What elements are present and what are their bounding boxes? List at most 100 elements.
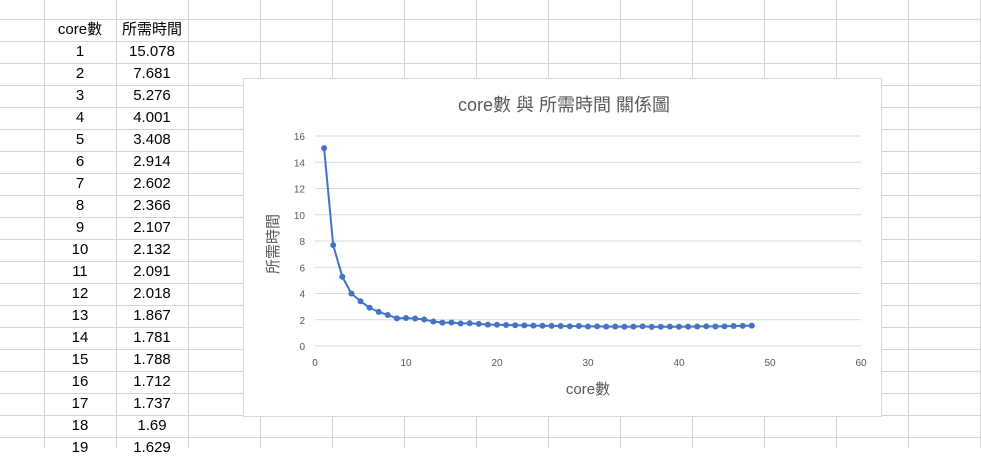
data-point[interactable] xyxy=(403,315,409,322)
cell-time[interactable]: 1.867 xyxy=(133,307,171,324)
cell-core-count[interactable]: 2 xyxy=(75,65,85,82)
header-cell-core-count[interactable]: core數 xyxy=(57,21,103,38)
data-point[interactable] xyxy=(521,322,528,329)
cell-core-count[interactable]: 5 xyxy=(75,131,85,148)
cell-core-count[interactable]: 10 xyxy=(71,241,89,258)
data-point[interactable] xyxy=(366,304,373,311)
cell-time[interactable]: 2.018 xyxy=(133,285,171,302)
data-point[interactable] xyxy=(703,323,710,330)
cell-core-count[interactable]: 13 xyxy=(71,307,89,324)
cell-core-count[interactable]: 7 xyxy=(75,175,85,192)
cell-core-count[interactable]: 4 xyxy=(75,109,85,126)
data-point[interactable] xyxy=(685,323,692,330)
data-point[interactable] xyxy=(466,320,473,327)
data-point[interactable] xyxy=(339,273,346,280)
data-point[interactable] xyxy=(603,323,610,330)
cell-time[interactable]: 1.712 xyxy=(133,373,171,390)
cell-time[interactable]: 1.781 xyxy=(133,329,171,346)
y-tick-label: 8 xyxy=(299,237,305,248)
data-point[interactable] xyxy=(666,323,673,330)
data-point[interactable] xyxy=(639,323,646,330)
cell-time[interactable]: 1.629 xyxy=(133,439,171,456)
data-point[interactable] xyxy=(630,323,637,330)
data-point[interactable] xyxy=(585,323,591,330)
cell-core-count[interactable]: 14 xyxy=(71,329,89,346)
x-axis-label: core數 xyxy=(566,381,610,398)
header-cell-time[interactable]: 所需時間 xyxy=(121,21,182,38)
cell-core-count[interactable]: 11 xyxy=(72,263,88,280)
cell-core-count[interactable]: 16 xyxy=(71,373,89,390)
data-point[interactable] xyxy=(503,322,510,328)
series-line xyxy=(323,148,752,328)
data-point[interactable] xyxy=(430,318,437,325)
plot-area: 0 2 4 6 8 10 12 14 16 0 10 20 30 40 50 60 xyxy=(294,132,867,369)
data-point[interactable] xyxy=(421,316,428,323)
chart-area[interactable]: core數 與 所需時間 關係圖 core數 所需時間 0 2 4 6 8 10 12 14 1… xyxy=(243,78,882,417)
cell-time[interactable]: 1.69 xyxy=(137,417,167,434)
cell-time[interactable]: 2.091 xyxy=(133,263,171,280)
data-point[interactable] xyxy=(648,323,655,330)
x-tick-label: 50 xyxy=(764,358,776,369)
data-point[interactable] xyxy=(357,298,364,305)
data-point[interactable] xyxy=(594,323,601,330)
y-axis-label: 所需時間 xyxy=(265,214,282,274)
data-point[interactable] xyxy=(375,308,382,315)
data-point[interactable] xyxy=(730,323,737,330)
cell-time[interactable]: 2.107 xyxy=(133,219,171,236)
cell-time[interactable]: 5.276 xyxy=(133,87,171,104)
data-point[interactable] xyxy=(548,322,555,329)
cell-core-count[interactable]: 18 xyxy=(71,417,89,434)
cell-core-count[interactable]: 19 xyxy=(71,439,89,456)
data-point[interactable] xyxy=(621,323,628,330)
data-point[interactable] xyxy=(384,311,391,318)
x-tick-label: 30 xyxy=(582,358,594,369)
cell-core-count[interactable]: 15 xyxy=(71,351,89,368)
data-point[interactable] xyxy=(739,322,746,329)
cell-time[interactable]: 1.788 xyxy=(133,351,171,368)
data-point[interactable] xyxy=(557,323,564,330)
data-point[interactable] xyxy=(439,319,446,326)
data-point[interactable] xyxy=(457,320,464,327)
data-point[interactable] xyxy=(566,323,573,330)
cell-core-count[interactable]: 1 xyxy=(75,43,85,60)
data-point[interactable] xyxy=(448,319,455,326)
data-point[interactable] xyxy=(694,323,701,330)
cell-time[interactable]: 4.001 xyxy=(133,109,171,126)
cell-time[interactable]: 3.408 xyxy=(133,131,171,148)
data-point[interactable] xyxy=(712,323,719,330)
data-point[interactable] xyxy=(494,321,500,328)
x-tick-label: 20 xyxy=(491,358,503,369)
data-point[interactable] xyxy=(539,322,546,329)
data-point[interactable] xyxy=(412,315,419,322)
data-point[interactable] xyxy=(321,145,328,152)
data-point[interactable] xyxy=(676,323,682,330)
data-point[interactable] xyxy=(484,321,491,328)
x-tick-label: 60 xyxy=(855,358,867,369)
cell-core-count[interactable]: 8 xyxy=(75,197,85,214)
cell-time[interactable]: 2.366 xyxy=(133,197,171,214)
cell-core-count[interactable]: 17 xyxy=(71,395,89,412)
cell-time[interactable]: 2.914 xyxy=(133,153,171,170)
data-point[interactable] xyxy=(530,322,537,329)
cell-core-count[interactable]: 9 xyxy=(75,219,85,236)
cell-time[interactable]: 7.681 xyxy=(133,65,171,82)
data-point[interactable] xyxy=(748,322,755,329)
cell-time[interactable]: 15.078 xyxy=(129,43,175,60)
cell-time[interactable]: 1.737 xyxy=(133,395,171,412)
y-tick-label: 0 xyxy=(299,342,305,353)
cell-time[interactable]: 2.602 xyxy=(133,175,171,192)
cell-core-count[interactable]: 12 xyxy=(71,285,89,302)
data-point[interactable] xyxy=(657,323,664,330)
data-point[interactable] xyxy=(475,320,482,327)
x-tick-label: 0 xyxy=(312,358,318,369)
data-point[interactable] xyxy=(348,290,355,297)
data-point[interactable] xyxy=(721,323,728,330)
data-point[interactable] xyxy=(330,242,337,249)
cell-core-count[interactable]: 6 xyxy=(75,153,85,170)
cell-core-count[interactable]: 3 xyxy=(75,87,85,104)
data-point[interactable] xyxy=(393,315,400,322)
data-point[interactable] xyxy=(575,323,582,330)
data-point[interactable] xyxy=(512,322,519,329)
cell-time[interactable]: 2.132 xyxy=(133,241,171,258)
data-point[interactable] xyxy=(612,323,619,330)
